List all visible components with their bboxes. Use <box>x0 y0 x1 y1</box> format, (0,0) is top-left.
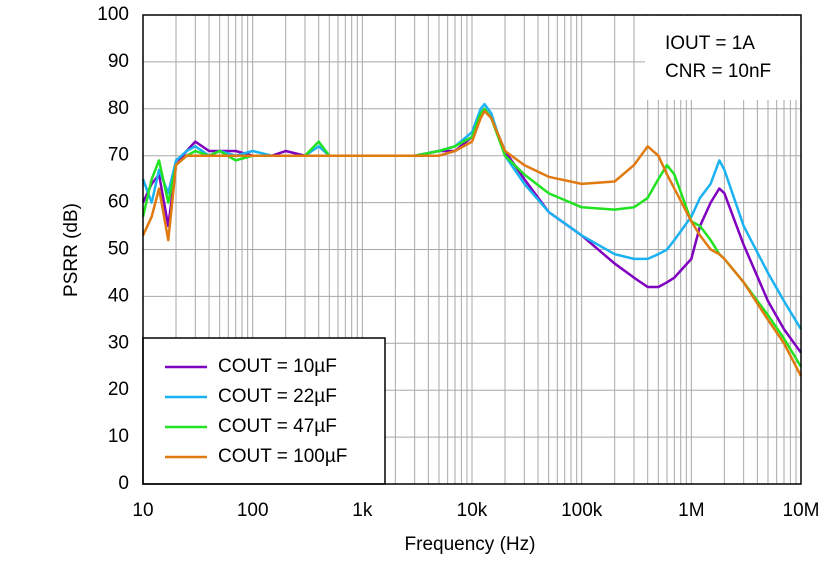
y-tick-label: 70 <box>108 145 129 166</box>
plot-frame <box>142 14 802 485</box>
x-tick-label: 100k <box>561 500 603 521</box>
y-tick-label: 90 <box>108 51 129 72</box>
y-tick-label: 40 <box>108 285 129 306</box>
y-tick-label: 20 <box>108 379 129 400</box>
x-tick-label: 10 <box>132 500 153 521</box>
x-tick-label: 10k <box>457 500 488 521</box>
x-tick-label: 1k <box>352 500 373 521</box>
x-tick-label: 10M <box>783 500 820 521</box>
series-line <box>141 107 803 368</box>
legend-label: COUT = 10µF <box>218 356 337 377</box>
y-tick-label: 10 <box>108 426 129 447</box>
y-tick-label: 50 <box>108 239 129 260</box>
annotation: CNR = 10nF <box>665 61 771 82</box>
y-tick-label: 0 <box>118 473 129 494</box>
y-tick-label: 60 <box>108 192 129 213</box>
x-tick-label: 1M <box>678 500 704 521</box>
annotation-box <box>645 16 800 100</box>
y-axis-title: PSRR (dB) <box>61 203 82 297</box>
y-tick-label: 30 <box>108 332 129 353</box>
y-tick-label: 100 <box>97 4 129 25</box>
legend-label: COUT = 47µF <box>218 416 337 437</box>
x-axis-title: Frequency (Hz) <box>405 534 536 555</box>
legend-label: COUT = 22µF <box>218 386 337 407</box>
annotation: IOUT = 1A <box>665 33 755 54</box>
legend-box <box>142 337 386 485</box>
series-line <box>141 109 803 377</box>
x-tick-label: 100 <box>237 500 269 521</box>
y-tick-label: 80 <box>108 98 129 119</box>
legend-label: COUT = 100µF <box>218 446 347 467</box>
